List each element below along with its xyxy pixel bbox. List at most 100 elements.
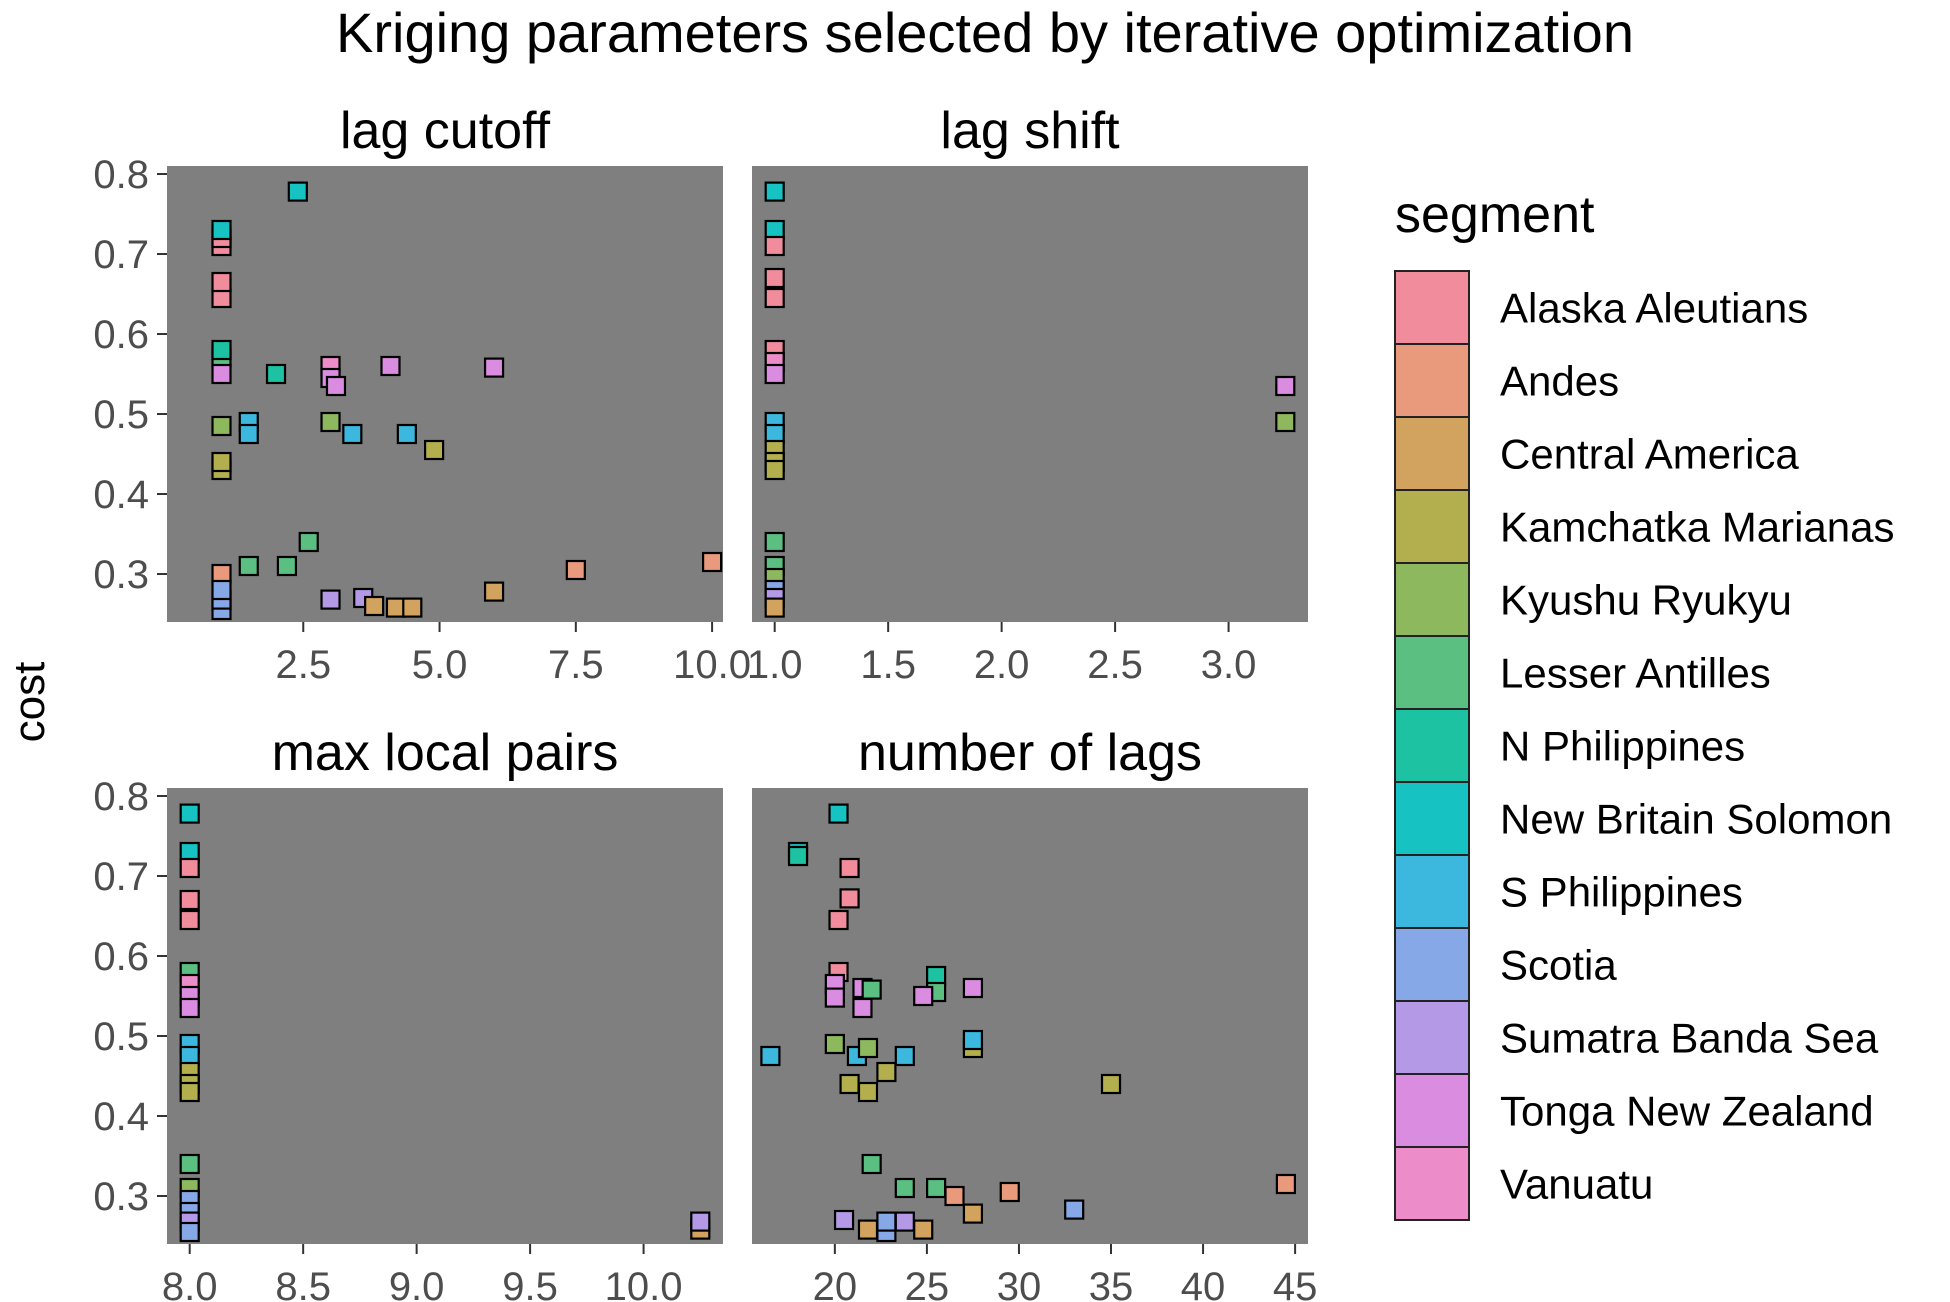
data-point <box>824 1033 845 1055</box>
x-tick-label: 10.0 <box>605 1265 683 1302</box>
y-tick-label: 0.3 <box>93 553 149 597</box>
data-point <box>857 1219 879 1240</box>
data-point <box>396 423 417 445</box>
data-point <box>276 555 298 577</box>
data-point <box>857 1037 879 1059</box>
data-point <box>265 363 287 385</box>
data-point <box>764 267 785 289</box>
data-point <box>320 589 341 610</box>
y-tick-label: 0.7 <box>93 233 149 277</box>
legend-label: Sumatra Banda Sea <box>1500 1015 1879 1062</box>
data-point <box>894 1045 915 1067</box>
data-point <box>913 1219 934 1240</box>
data-point <box>701 551 723 573</box>
y-tick-label: 0.6 <box>93 935 149 979</box>
x-tick-label: 9.5 <box>502 1265 558 1302</box>
legend-label: Scotia <box>1500 942 1617 989</box>
data-point <box>179 1153 200 1175</box>
data-point <box>179 803 200 824</box>
facet-panel: lag cutoff 0.3 0.4 0.5 0.6 0.7 0.8 2.5 5.0 7.5 10.… <box>93 102 751 687</box>
y-tick-label: 0.4 <box>93 473 149 517</box>
legend-title: segment <box>1395 186 1595 244</box>
facet-panels: lag cutoff 0.3 0.4 0.5 0.6 0.7 0.8 2.5 5.0 7.5 10.… <box>93 102 1317 1302</box>
data-point <box>894 1177 915 1199</box>
legend-key <box>1394 1073 1470 1148</box>
y-tick-label: 0.6 <box>93 313 149 357</box>
data-point <box>857 1081 879 1103</box>
data-point <box>764 531 785 553</box>
data-point <box>861 979 882 1000</box>
y-tick-label: 0.5 <box>93 393 149 437</box>
data-point <box>764 363 785 385</box>
data-point <box>839 888 860 909</box>
data-point <box>894 1211 915 1232</box>
data-point <box>833 1209 855 1231</box>
x-tick-label: 45 <box>1273 1265 1318 1302</box>
data-point <box>179 1221 200 1243</box>
legend-label: Kyushu Ryukyu <box>1500 577 1792 624</box>
data-point <box>287 181 308 202</box>
data-point <box>824 987 845 1008</box>
x-tick-label: 3.0 <box>1201 643 1257 687</box>
data-point <box>364 595 385 617</box>
data-point <box>1100 1073 1122 1095</box>
legend-label: Vanuatu <box>1500 1161 1653 1208</box>
data-point <box>565 559 586 581</box>
data-point <box>760 1045 781 1067</box>
data-point <box>913 985 934 1007</box>
x-tick-label: 9.0 <box>389 1265 445 1302</box>
legend-key <box>1394 489 1470 564</box>
x-tick-label: 2.0 <box>974 643 1030 687</box>
legend-label: N Philippines <box>1500 723 1745 770</box>
data-point <box>211 415 232 437</box>
legend-key <box>1394 927 1470 1002</box>
data-point <box>342 423 363 445</box>
x-tick-label: 30 <box>997 1265 1042 1302</box>
data-point <box>1275 1173 1297 1195</box>
y-tick-label: 0.3 <box>93 1175 149 1219</box>
data-point <box>238 423 259 445</box>
legend-key <box>1394 1000 1470 1075</box>
x-tick-label: 2.5 <box>275 643 331 687</box>
legend-key <box>1394 1146 1470 1221</box>
panel-title: number of lags <box>858 724 1202 782</box>
legend-label: Andes <box>1500 358 1619 405</box>
data-point <box>962 1029 984 1051</box>
data-point <box>1275 411 1296 433</box>
data-point <box>764 235 785 257</box>
facet-panel: number of lags 20 25 30 35 40 45 <box>752 724 1317 1302</box>
y-tick-label: 0.8 <box>93 153 149 197</box>
facet-panel: lag shift 1.0 1.5 2.0 2.5 3.0 <box>747 102 1308 687</box>
data-point <box>999 1181 1020 1203</box>
y-tick-label: 0.7 <box>93 855 149 899</box>
y-tick-label: 0.5 <box>93 1015 149 1059</box>
chart-title: Kriging parameters selected by iterative… <box>336 1 1634 64</box>
data-point <box>325 375 347 397</box>
data-point <box>1064 1199 1085 1220</box>
panel-title: lag shift <box>940 102 1120 160</box>
data-point <box>179 997 200 1019</box>
data-point <box>179 857 200 879</box>
data-point <box>211 271 232 293</box>
data-point <box>944 1185 965 1207</box>
data-point <box>839 857 860 879</box>
legend-key <box>1394 270 1470 345</box>
data-point <box>211 451 232 473</box>
data-point <box>876 1211 897 1232</box>
data-point <box>380 355 401 377</box>
x-tick-label: 25 <box>905 1265 950 1302</box>
data-point <box>211 363 232 385</box>
data-point <box>876 1061 897 1083</box>
panel-background <box>167 166 723 622</box>
panel-background <box>167 788 723 1244</box>
y-tick-label: 0.8 <box>93 775 149 819</box>
facet-panel: max local pairs 0.3 0.4 0.5 0.6 0.7 0.8 8.0 8.5 9… <box>93 724 723 1302</box>
x-tick-label: 7.5 <box>548 643 604 687</box>
panel-title: max local pairs <box>272 724 619 782</box>
legend-label: Alaska Aleutians <box>1500 285 1808 332</box>
x-tick-label: 20 <box>813 1265 858 1302</box>
data-point <box>179 1081 200 1103</box>
panel-title: lag cutoff <box>340 102 551 160</box>
data-point <box>839 1073 860 1095</box>
legend-key <box>1394 562 1470 637</box>
